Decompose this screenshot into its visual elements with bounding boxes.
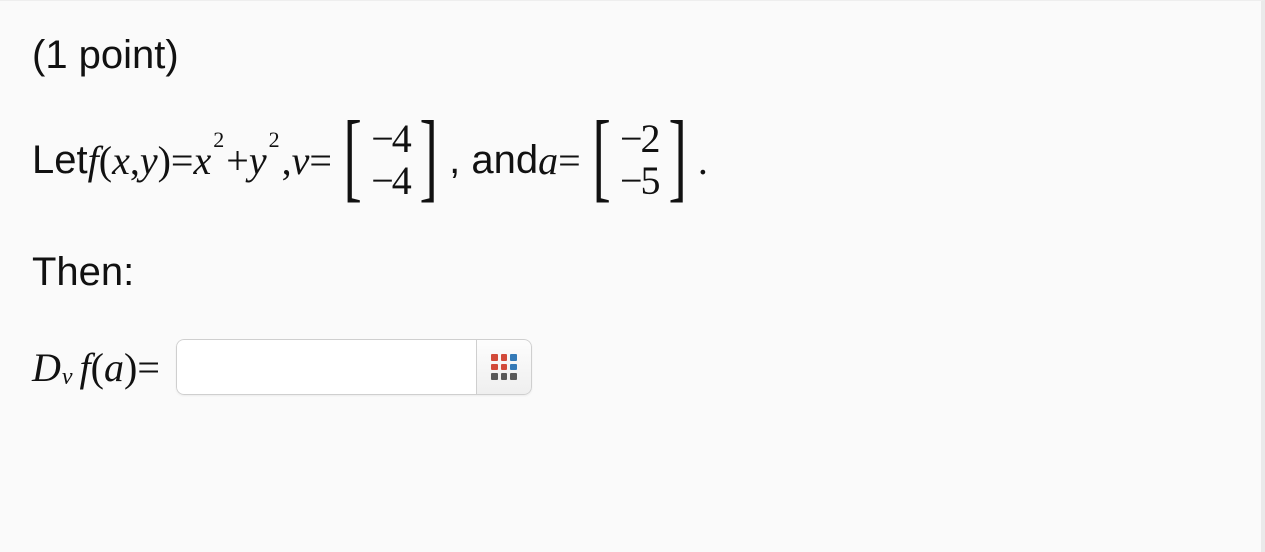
answer-close: ) <box>124 344 137 391</box>
problem-statement: Let f ( x , y ) = x 2 + y 2 , v = [ −4 −… <box>32 118 1229 202</box>
answer-input[interactable] <box>176 339 476 395</box>
paren-open: ( <box>99 137 112 184</box>
bracket-right-icon: ] <box>419 126 437 186</box>
answer-D: D <box>32 344 61 391</box>
vector-a-col: −2 −5 <box>618 118 661 202</box>
expr-comma: , <box>282 137 292 184</box>
eq-1: = <box>171 137 194 184</box>
keypad-button[interactable] <box>476 339 532 395</box>
sym-a: a <box>538 137 558 184</box>
a-bot: −5 <box>620 160 659 202</box>
expr-x-pow: 2 <box>213 127 224 153</box>
v-top: −4 <box>371 118 410 160</box>
expr-y-pow: 2 <box>269 127 280 153</box>
points-label: (1 point) <box>32 33 1229 78</box>
sym-y: y <box>140 137 158 184</box>
eq-2: = <box>309 137 332 184</box>
answer-input-group <box>176 339 532 395</box>
v-bot: −4 <box>371 160 410 202</box>
vector-v-col: −4 −4 <box>369 118 412 202</box>
answer-row: D v f ( a ) = <box>32 339 1229 395</box>
paren-close: ) <box>158 137 171 184</box>
tail-period: . <box>698 137 708 184</box>
then-label: Then: <box>32 250 1229 295</box>
bracket-left-icon: [ <box>343 126 361 186</box>
sym-x: x <box>112 137 130 184</box>
answer-a: a <box>104 344 124 391</box>
comma-xy: , <box>130 137 140 184</box>
keypad-icon <box>491 354 517 380</box>
expr-plus: + <box>226 137 249 184</box>
answer-f: f <box>80 344 91 391</box>
answer-open: ( <box>91 344 104 391</box>
let-word: Let <box>32 138 88 183</box>
problem-panel: (1 point) Let f ( x , y ) = x 2 + y 2 , … <box>0 0 1265 552</box>
a-top: −2 <box>620 118 659 160</box>
vector-a: [ −2 −5 ] <box>585 118 694 202</box>
bracket-left-icon: [ <box>592 126 610 186</box>
vector-v: [ −4 −4 ] <box>336 118 445 202</box>
expr-x: x <box>193 137 211 184</box>
answer-sub-v: v <box>62 364 73 391</box>
expr-y: y <box>249 137 267 184</box>
eq-3: = <box>558 137 581 184</box>
sym-f: f <box>88 137 99 184</box>
sym-v: v <box>292 137 310 184</box>
mid-text: , and <box>449 138 538 183</box>
bracket-right-icon: ] <box>668 126 686 186</box>
answer-eq: = <box>137 344 160 391</box>
